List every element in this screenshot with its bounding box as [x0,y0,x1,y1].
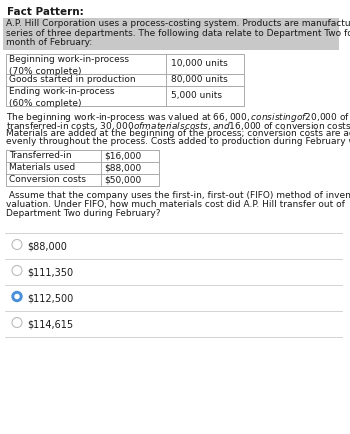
Text: month of February:: month of February: [6,38,92,47]
Text: transferred-in costs, $30,000 of materials costs, and $16,000 of conversion cost: transferred-in costs, $30,000 of materia… [6,119,350,132]
Text: Assume that the company uses the first-in, first-out (FIFO) method of inventory: Assume that the company uses the first-i… [6,191,350,201]
Text: 5,000 units: 5,000 units [171,91,222,100]
Text: $88,000: $88,000 [27,241,67,251]
Text: Fact Pattern:: Fact Pattern: [7,7,84,17]
Circle shape [12,240,22,250]
Text: valuation. Under FIFO, how much materials cost did A.P. Hill transfer out of: valuation. Under FIFO, how much material… [6,201,345,210]
Text: $111,350: $111,350 [27,267,73,277]
Bar [6,85,244,105]
Text: evenly throughout the process. Costs added to production during February were: evenly throughout the process. Costs add… [6,138,350,147]
Text: Conversion costs: Conversion costs [9,175,86,184]
Text: Beginning work-in-process
(70% complete): Beginning work-in-process (70% complete) [9,56,129,76]
Text: Transferred-in: Transferred-in [9,151,72,161]
Text: 10,000 units: 10,000 units [171,59,228,68]
Text: Goods started in production: Goods started in production [9,76,136,85]
Circle shape [12,292,22,302]
Text: $50,000: $50,000 [104,175,141,184]
Text: series of three departments. The following data relate to Department Two for the: series of three departments. The followi… [6,29,350,37]
Text: Ending work-in-process
(60% complete): Ending work-in-process (60% complete) [9,88,114,108]
Bar [6,53,244,73]
Bar [6,149,159,161]
Bar [6,174,159,185]
Text: Materials used: Materials used [9,164,75,172]
Bar [3,18,339,49]
Text: Department Two during February?: Department Two during February? [6,210,161,218]
Text: $16,000: $16,000 [104,151,141,161]
Text: 80,000 units: 80,000 units [171,75,228,84]
Bar [6,73,244,85]
Text: $114,615: $114,615 [27,319,73,329]
Circle shape [12,266,22,276]
Text: The beginning work-in-process was valued at $66,000, consisting of $20,000 of: The beginning work-in-process was valued… [6,111,350,124]
Text: $88,000: $88,000 [104,164,141,172]
Circle shape [15,295,19,299]
Circle shape [12,318,22,328]
Bar [6,161,159,174]
Text: A.P. Hill Corporation uses a process-costing system. Products are manufactured i: A.P. Hill Corporation uses a process-cos… [6,19,350,28]
Text: $112,500: $112,500 [27,293,73,303]
Text: Materials are added at the beginning of the process; conversion costs are added: Materials are added at the beginning of … [6,128,350,138]
